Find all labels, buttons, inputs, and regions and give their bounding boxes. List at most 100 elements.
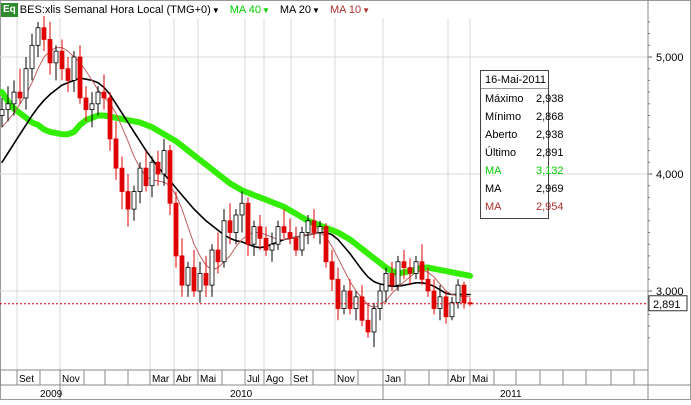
x-tick-label: Mar (152, 374, 170, 385)
candle-body (131, 191, 137, 210)
tooltip-date-row: 16-Mai-2011 (481, 71, 548, 89)
dropdown-icon: ▼ (312, 6, 320, 15)
candle-body (203, 273, 209, 286)
equity-badge: Eq (1, 3, 18, 17)
candle-body (17, 91, 23, 99)
candle-body (455, 284, 461, 304)
candle-body (47, 39, 53, 64)
candle-body (395, 261, 401, 286)
candle-body (275, 226, 281, 245)
tooltip-label: Último (485, 147, 517, 159)
x-tick-label: Mai (200, 374, 216, 385)
dropdown-icon: ▼ (362, 6, 371, 15)
tooltip-row-ma20: MA 2,969 (481, 180, 564, 198)
x-tick-label: Jan (385, 374, 401, 385)
candle-body (287, 232, 293, 239)
study-ma10-label: MA 10 (329, 4, 362, 16)
tooltip-value: 2,891 (536, 147, 564, 159)
candle-body (35, 27, 41, 46)
tooltip-value: 2,938 (536, 93, 564, 105)
study-ma20[interactable]: MA 20▼ (280, 4, 320, 16)
candle-body (149, 161, 155, 187)
candle-body (341, 290, 347, 309)
candle-body (143, 167, 149, 187)
candle-body (167, 150, 173, 204)
tooltip-row-low: Mínimo 2,868 (481, 108, 564, 126)
candle-body (413, 261, 419, 274)
candle-body (269, 243, 275, 251)
candle-body (311, 220, 317, 233)
candle-body (23, 68, 29, 99)
candle-body (53, 50, 59, 64)
last-price-label: 2,891 (653, 299, 681, 311)
candle-body (59, 50, 65, 70)
candle-body (0, 109, 5, 116)
candle-body (29, 44, 35, 70)
year-label: 2010 (230, 389, 253, 400)
study-ma20-label: MA 20 (279, 4, 312, 16)
candle-body (233, 214, 239, 233)
tooltip-row-ma10: MA 2,954 (481, 198, 564, 216)
candle-body (89, 103, 95, 111)
candle-body (347, 290, 353, 309)
candle-body (83, 97, 89, 111)
year-label: 2009 (40, 389, 63, 400)
candle-body (401, 261, 407, 268)
candle-body (281, 226, 287, 233)
tooltip-row-ma40: MA 3,132 (481, 162, 564, 180)
candle-body (377, 290, 383, 309)
year-label: 2011 (500, 389, 522, 400)
candle-body (329, 261, 335, 280)
tooltip-value: 2,868 (536, 111, 564, 123)
candle-body (449, 302, 455, 318)
dropdown-icon: ▼ (261, 6, 270, 15)
candle-body (227, 220, 233, 233)
candle-body (11, 91, 17, 105)
candle-body (215, 249, 221, 263)
study-ma10[interactable]: MA 10▼ (330, 4, 370, 16)
candle-body (161, 150, 167, 175)
tooltip-row-last: Último 2,891 (481, 144, 564, 162)
dropdown-icon: ▼ (211, 6, 220, 15)
x-tick-label: Abr (450, 374, 466, 385)
candle-body (41, 27, 47, 40)
study-ma40[interactable]: MA 40▼ (230, 4, 270, 16)
candle-body (197, 273, 203, 292)
tooltip-label: MA (485, 201, 502, 213)
symbol-title[interactable]: BES:xlis Semanal Hora Local (TMG+0)▼ (20, 4, 220, 16)
symbol-label: BES:xlis Semanal Hora Local (TMG+0) (19, 4, 211, 16)
tooltip-value: 2,938 (536, 129, 564, 141)
x-tick-label: Nov (337, 374, 355, 385)
y-tick-label: 3,000 (656, 286, 684, 298)
candle-body (179, 255, 185, 286)
tooltip-value: 2,954 (536, 201, 564, 213)
tooltip-value: 2,969 (536, 183, 564, 195)
x-tick-label: Set (293, 374, 308, 385)
x-tick-label: Set (19, 374, 34, 385)
candle-body (101, 91, 107, 99)
x-tick-label: Jul (247, 374, 260, 385)
candle-body (263, 237, 269, 251)
x-tick-label: Mai (472, 374, 488, 385)
tooltip-label: Mínimo (485, 111, 522, 123)
candle-body (461, 284, 467, 304)
candle-body (5, 103, 11, 111)
candle-body (191, 267, 197, 292)
candle-body (365, 319, 371, 333)
tooltip-row-high: Máximo 2,938 (481, 90, 564, 108)
candle-body (443, 296, 449, 318)
y-tick-label: 4,000 (656, 169, 684, 181)
candle-body (437, 296, 443, 309)
tooltip-label: Aberto (485, 129, 518, 141)
study-ma40-label: MA 40 (229, 4, 261, 16)
candle-body (305, 220, 311, 233)
tooltip-value: 3,132 (536, 165, 564, 177)
tooltip-row-open: Aberto 2,938 (481, 126, 564, 144)
candle-body (335, 278, 341, 309)
candle-body (431, 290, 437, 309)
candle-body (209, 249, 215, 286)
candle-body (95, 91, 101, 105)
candle-body (107, 97, 113, 140)
candle-body (173, 202, 179, 257)
x-tick-label: Abr (176, 374, 192, 385)
